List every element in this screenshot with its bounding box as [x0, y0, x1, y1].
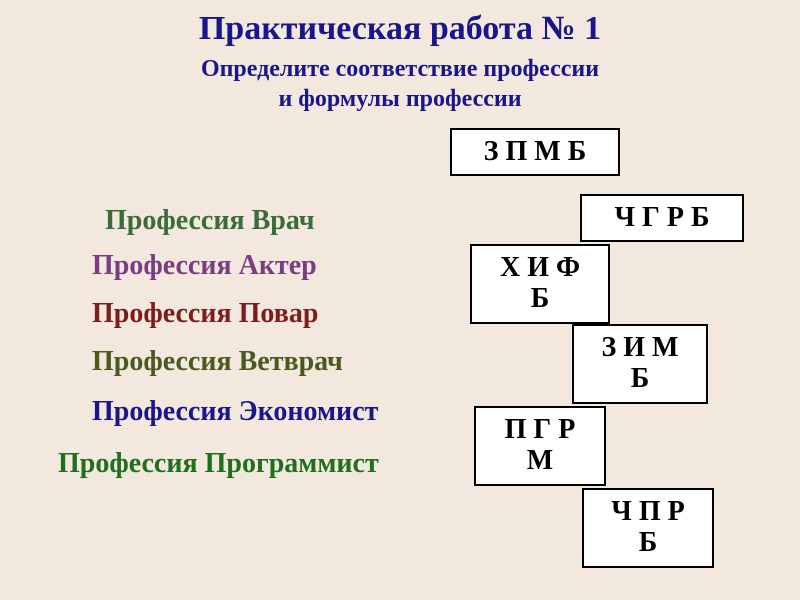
profession-actor: Профессия Актер [92, 250, 317, 282]
formula-box-xifb: Х И ФБ [470, 244, 610, 324]
formula-box-chgrb: Ч Г Р Б [580, 194, 744, 242]
formula-box-zimb: З И МБ [572, 324, 708, 404]
profession-economist: Профессия Экономист [92, 396, 378, 428]
profession-doctor: Профессия Врач [105, 205, 315, 237]
slide-subtitle-line2: и формулы профессии [0, 86, 800, 113]
slide-title: Практическая работа № 1 [0, 10, 800, 48]
profession-vet: Профессия Ветврач [92, 346, 343, 378]
profession-cook: Профессия Повар [92, 298, 318, 330]
formula-box-pgrm: П Г РМ [474, 406, 606, 486]
formula-box-zpmb: З П М Б [450, 128, 620, 176]
profession-programmer: Профессия Программист [58, 448, 379, 480]
formula-box-chprb: Ч П РБ [582, 488, 714, 568]
slide-subtitle-line1: Определите соответствие профессии [0, 56, 800, 83]
